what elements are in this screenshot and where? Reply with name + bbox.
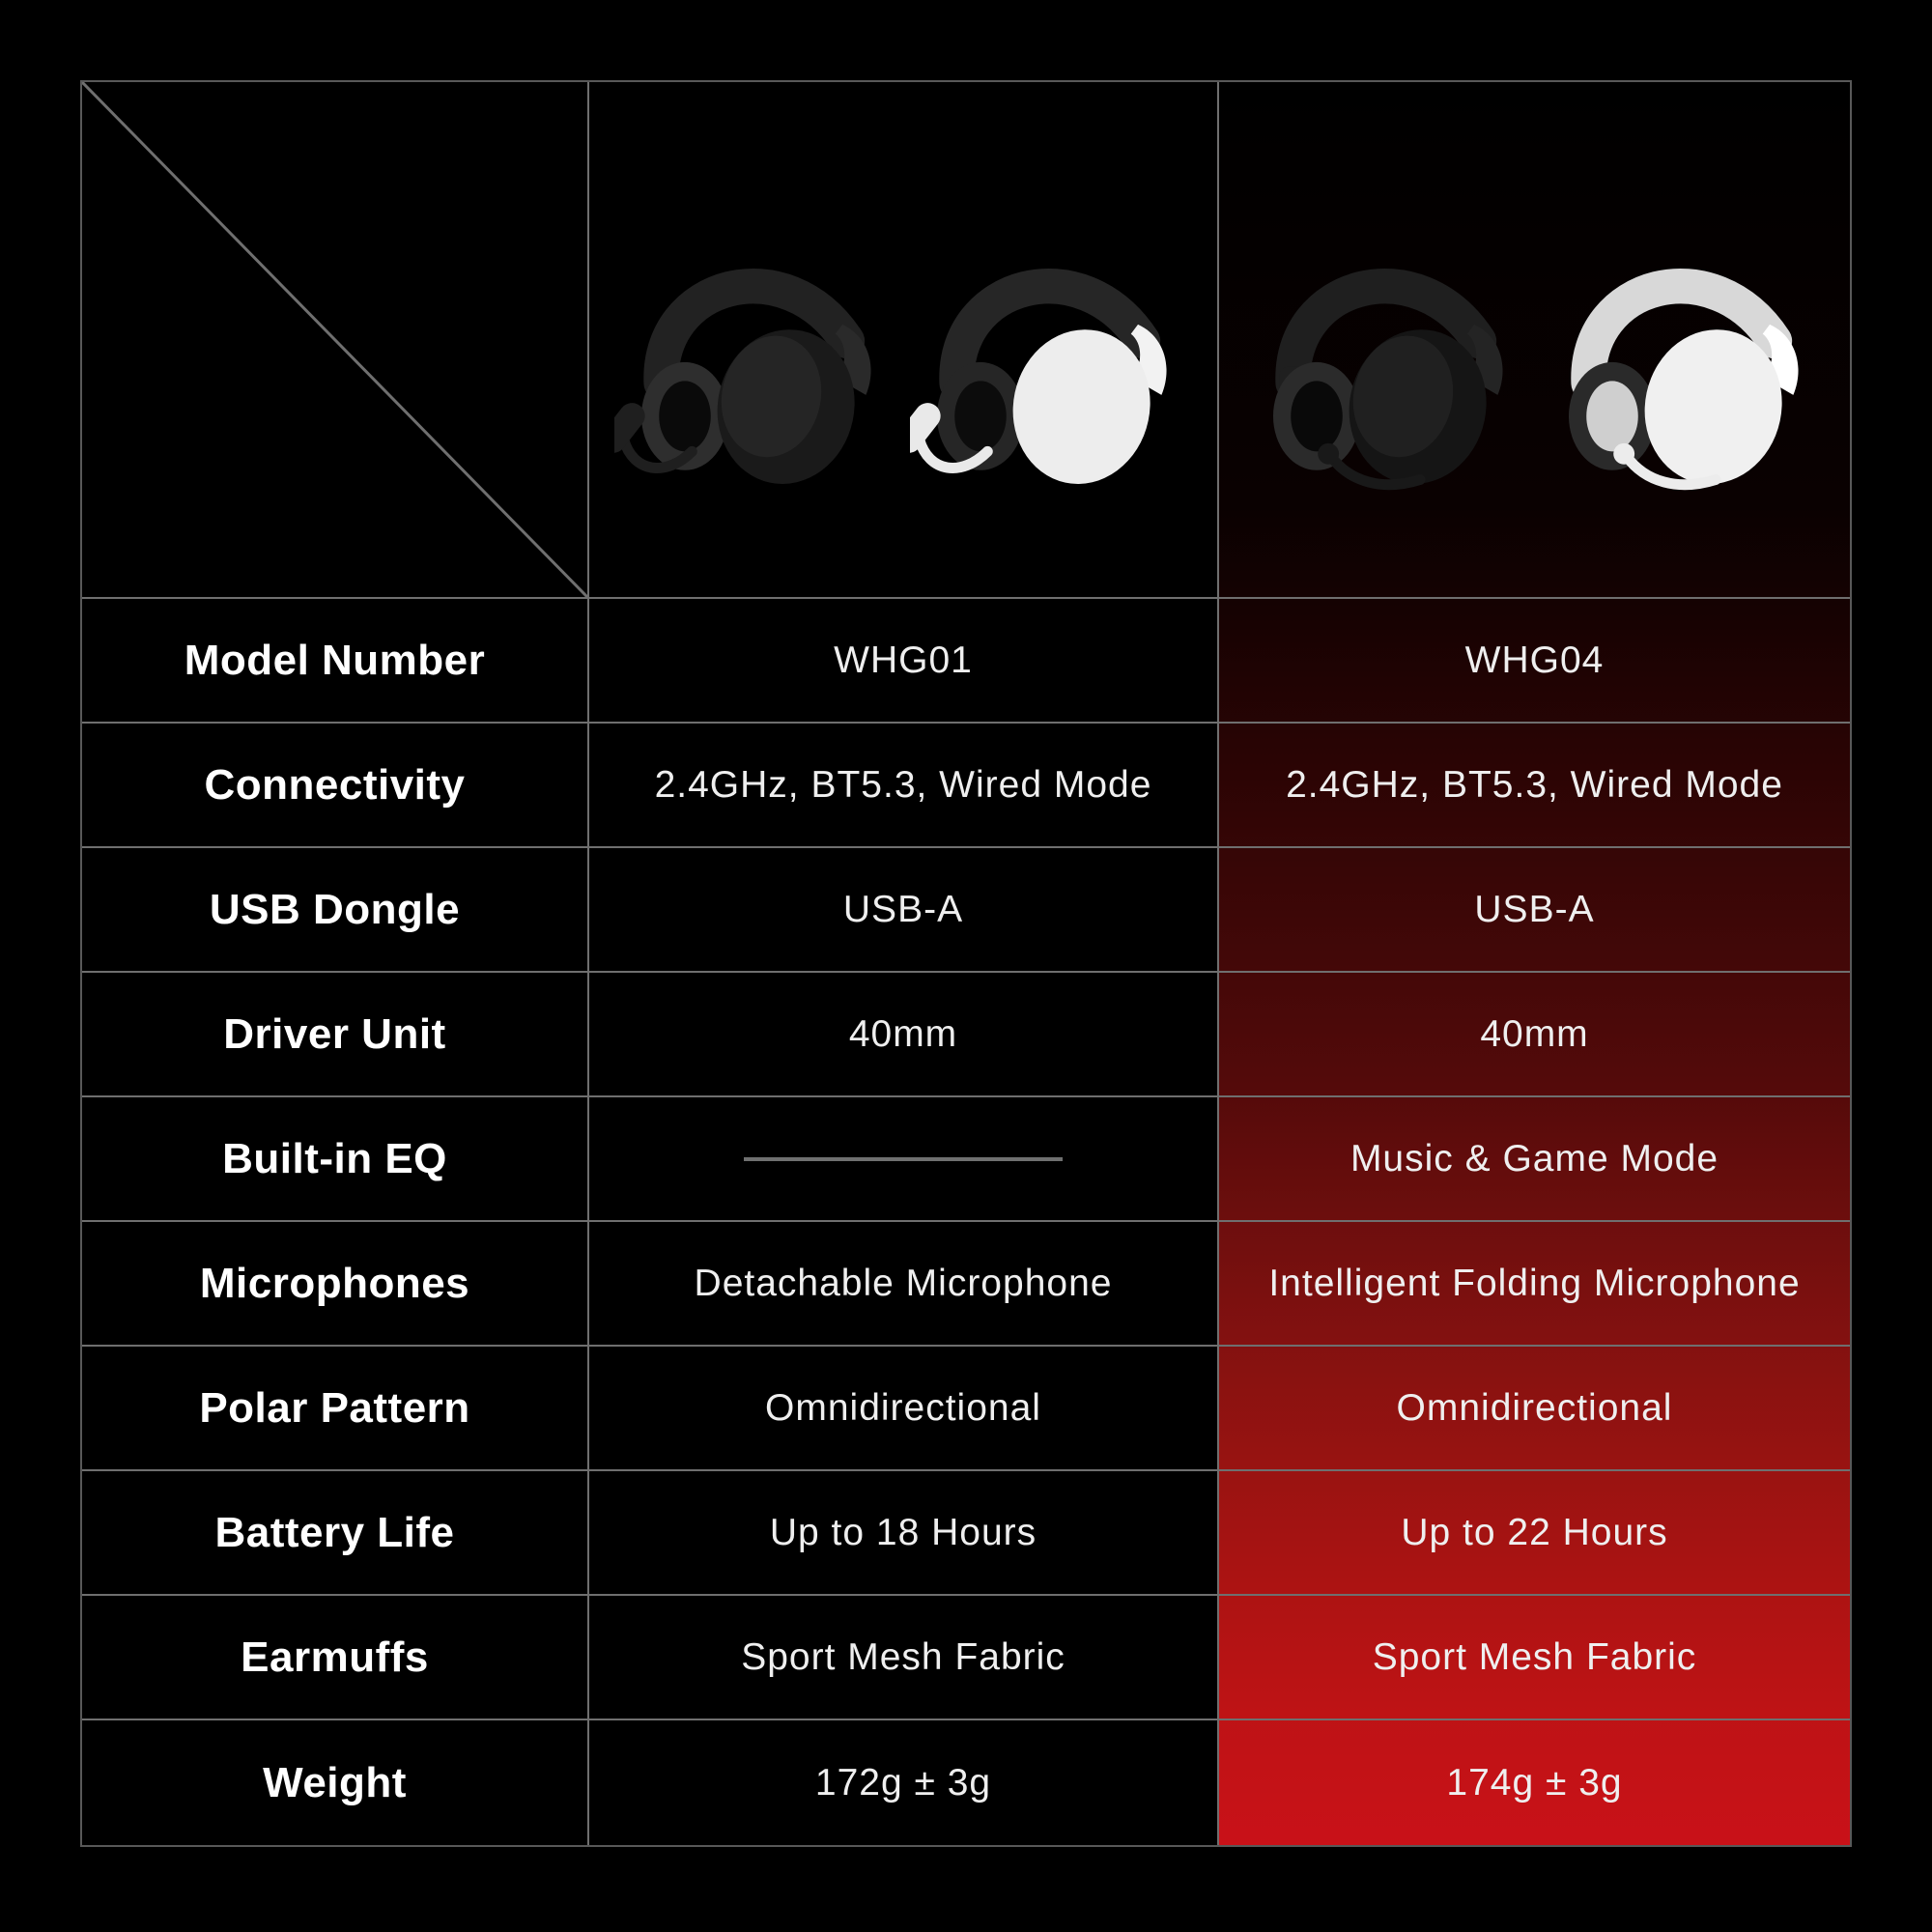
spec-row-label-cell: Polar Pattern <box>82 1347 589 1471</box>
spec-value-whg04-cell: Up to 22 Hours <box>1219 1471 1850 1596</box>
spec-row-label: Earmuffs <box>241 1633 429 1681</box>
spec-value-whg01-cell <box>589 1097 1219 1222</box>
spec-value-whg01-cell: Sport Mesh Fabric <box>589 1596 1219 1720</box>
spec-row-label: Weight <box>263 1758 407 1806</box>
spec-row-label-cell: Connectivity <box>82 724 589 848</box>
spec-value-whg04: Intelligent Folding Microphone <box>1268 1262 1801 1304</box>
spec-value-whg04: Up to 22 Hours <box>1401 1511 1668 1553</box>
spec-value-whg01: 2.4GHz, BT5.3, Wired Mode <box>654 763 1152 806</box>
spec-value-whg04-cell: 40mm <box>1219 973 1850 1097</box>
spec-value-whg01-cell: Omnidirectional <box>589 1347 1219 1471</box>
spec-value-whg01: Up to 18 Hours <box>769 1511 1037 1553</box>
spec-row-label-cell: Microphones <box>82 1222 589 1347</box>
whg04-product-image-cell <box>1219 82 1850 599</box>
corner-cell <box>82 82 589 599</box>
spec-value-whg01-cell: WHG01 <box>589 599 1219 724</box>
spec-value-whg04-cell: Intelligent Folding Microphone <box>1219 1222 1850 1347</box>
spec-value-whg04-cell: USB-A <box>1219 848 1850 973</box>
empty-value-dash <box>744 1156 1063 1161</box>
spec-value-whg04: 2.4GHz, BT5.3, Wired Mode <box>1286 763 1783 806</box>
spec-row-label-cell: Battery Life <box>82 1471 589 1596</box>
spec-row-label-cell: Earmuffs <box>82 1596 589 1720</box>
spec-value-whg04-cell: Sport Mesh Fabric <box>1219 1596 1850 1720</box>
spec-value-whg01-cell: Up to 18 Hours <box>589 1471 1219 1596</box>
spec-value-whg04-cell: Music & Game Mode <box>1219 1097 1850 1222</box>
spec-value-whg04-cell: WHG04 <box>1219 599 1850 724</box>
spec-row-label-cell: USB Dongle <box>82 848 589 973</box>
spec-row-label-cell: Model Number <box>82 599 589 724</box>
spec-row-label: Polar Pattern <box>199 1383 470 1432</box>
whg01-product-image <box>589 82 1217 597</box>
spec-row-label: USB Dongle <box>209 885 461 933</box>
spec-value-whg04: 174g ± 3g <box>1446 1761 1623 1804</box>
spec-grid: Model Number WHG01 WHG04 Connectivity 2.… <box>82 82 1850 1845</box>
spec-row-label: Battery Life <box>214 1508 455 1556</box>
spec-value-whg04-cell: 2.4GHz, BT5.3, Wired Mode <box>1219 724 1850 848</box>
corner-diagonal-line <box>82 82 587 597</box>
spec-value-whg01: Omnidirectional <box>765 1386 1041 1429</box>
spec-value-whg04: Omnidirectional <box>1396 1386 1673 1429</box>
spec-row-label-cell: Driver Unit <box>82 973 589 1097</box>
headset-image-whg04-black <box>1272 268 1503 490</box>
spec-row-label: Microphones <box>199 1259 470 1307</box>
spec-value-whg01: 172g ± 3g <box>814 1761 992 1804</box>
spec-value-whg04: USB-A <box>1474 888 1595 930</box>
spec-value-whg01-cell: 40mm <box>589 973 1219 1097</box>
headset-image-whg04-white <box>1568 268 1799 490</box>
spec-value-whg04: Sport Mesh Fabric <box>1372 1635 1697 1678</box>
spec-row-label-cell: Built-in EQ <box>82 1097 589 1222</box>
spec-value-whg04: Music & Game Mode <box>1350 1137 1719 1179</box>
spec-row-label: Driver Unit <box>223 1009 446 1058</box>
headset-image-whg01-white <box>910 268 1167 484</box>
spec-value-whg01-cell: Detachable Microphone <box>589 1222 1219 1347</box>
spec-value-whg04: 40mm <box>1480 1012 1589 1055</box>
spec-value-whg01: USB-A <box>842 888 964 930</box>
spec-row-label: Connectivity <box>204 760 466 809</box>
headset-image-whg01-black <box>614 268 871 484</box>
spec-value-whg01: 40mm <box>848 1012 958 1055</box>
spec-value-whg01-cell: 172g ± 3g <box>589 1720 1219 1845</box>
spec-row-label: Model Number <box>184 636 486 684</box>
spec-value-whg01: WHG01 <box>834 639 973 681</box>
spec-comparison-table: Model Number WHG01 WHG04 Connectivity 2.… <box>80 80 1852 1847</box>
spec-value-whg01-cell: USB-A <box>589 848 1219 973</box>
whg04-product-image <box>1219 82 1850 597</box>
whg01-product-image-cell <box>589 82 1219 599</box>
spec-value-whg04-cell: 174g ± 3g <box>1219 1720 1850 1845</box>
spec-value-whg01: Sport Mesh Fabric <box>741 1635 1065 1678</box>
spec-row-label-cell: Weight <box>82 1720 589 1845</box>
spec-value-whg04-cell: Omnidirectional <box>1219 1347 1850 1471</box>
spec-value-whg04: WHG04 <box>1464 639 1605 681</box>
spec-value-whg01-cell: 2.4GHz, BT5.3, Wired Mode <box>589 724 1219 848</box>
spec-row-label: Built-in EQ <box>222 1134 447 1182</box>
spec-value-whg01: Detachable Microphone <box>694 1262 1113 1304</box>
